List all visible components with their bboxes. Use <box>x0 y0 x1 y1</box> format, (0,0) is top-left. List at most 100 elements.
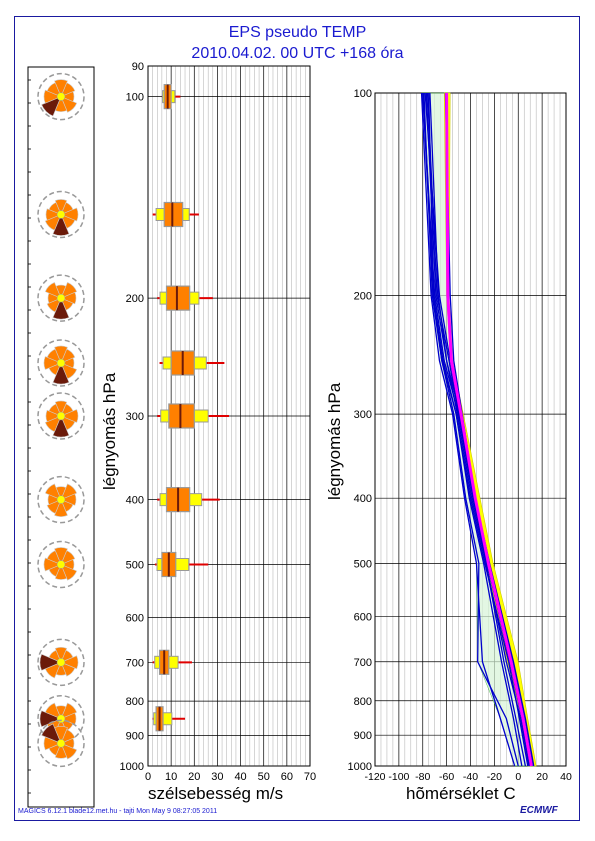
rose-sector <box>54 647 68 664</box>
wind-y-tick: 300 <box>126 411 144 423</box>
temp-member-line <box>420 92 516 767</box>
rose-center <box>56 92 66 101</box>
rose-sector <box>45 208 62 221</box>
temp-y-tick: 600 <box>354 612 372 624</box>
rose-sector <box>52 297 70 320</box>
wind-box <box>157 403 229 429</box>
temp-y-tick: 100 <box>354 88 372 100</box>
temp-y-label: légnyomás hPa <box>325 382 344 500</box>
rose-outline <box>37 540 85 589</box>
rose-sector <box>54 742 68 759</box>
rose-sector <box>60 655 79 670</box>
rose-sector <box>60 563 78 581</box>
rose-center <box>56 358 66 368</box>
wind-box <box>154 551 209 578</box>
rose-center <box>56 495 66 504</box>
rose-sector <box>54 199 68 216</box>
wind-box-inner <box>163 201 184 228</box>
rose-sector <box>60 483 78 501</box>
rose-sector <box>60 348 76 364</box>
figure-frame <box>14 16 580 821</box>
ecmwf-logo: ECMWF <box>520 805 558 816</box>
rose-sector <box>60 550 76 566</box>
temp-x-tick: -40 <box>463 771 478 783</box>
temp-control-line <box>445 92 533 767</box>
rose-sector <box>60 291 77 305</box>
wind-box <box>157 285 213 311</box>
rose-center <box>56 658 66 667</box>
rose-sector <box>54 400 68 417</box>
wind-x-tick: 10 <box>165 771 177 783</box>
rose-sector <box>54 79 68 98</box>
rose-sector <box>46 550 62 566</box>
rose-outline <box>37 339 85 387</box>
rose-sector <box>46 348 62 364</box>
wind-box <box>161 84 181 110</box>
wind-box <box>157 487 220 513</box>
wind-rose <box>37 339 85 387</box>
temp-y-tick: 200 <box>354 291 372 303</box>
rose-sector <box>60 742 78 760</box>
temp-x-tick: 20 <box>536 771 548 783</box>
wind-x-tick: 70 <box>304 771 316 783</box>
temp-y-tick: 500 <box>354 558 372 570</box>
rose-column-frame <box>27 66 95 808</box>
chart-title: EPS pseudo TEMP <box>228 24 367 41</box>
wind-rose <box>37 540 85 589</box>
temp-x-tick: -100 <box>388 771 409 783</box>
rose-sector <box>54 563 68 580</box>
rose-sector <box>60 282 78 299</box>
wind-y-tick: 100 <box>126 92 144 104</box>
wind-y-label: légnyomás hPa <box>100 372 119 490</box>
temp-x-tick: -80 <box>415 771 430 783</box>
rose-sector <box>43 356 62 370</box>
rose-sector <box>44 415 62 433</box>
temp-member-line <box>422 92 523 767</box>
wind-box-inner <box>165 285 191 311</box>
wind-y-tick: 700 <box>126 657 144 669</box>
rose-sector <box>44 282 62 299</box>
temp-x-tick: -20 <box>487 771 502 783</box>
rose-sector <box>52 415 70 438</box>
wind-x-tick: 50 <box>258 771 270 783</box>
rose-sector <box>39 710 62 728</box>
wind-x-tick: 40 <box>234 771 246 783</box>
wind-box <box>152 706 186 732</box>
rose-center <box>56 714 66 724</box>
rose-outline <box>37 392 85 440</box>
temp-y-tick: 400 <box>354 493 372 505</box>
wind-y-tick: 400 <box>126 495 144 507</box>
rose-sector <box>43 557 62 572</box>
temp-x-tick: -120 <box>364 771 385 783</box>
rose-outline <box>37 72 85 121</box>
wind-rose <box>37 719 85 768</box>
wind-box <box>159 350 225 376</box>
temp-x-tick: -60 <box>439 771 454 783</box>
wind-y-tick: 1000 <box>120 761 144 773</box>
wind-rose <box>37 190 85 239</box>
wind-x-tick: 30 <box>211 771 223 783</box>
rose-sector <box>54 547 68 566</box>
rose-sector <box>54 498 68 517</box>
temp-y-tick: 300 <box>354 409 372 421</box>
rose-center <box>56 739 66 748</box>
wind-box <box>152 201 199 228</box>
wind-box <box>152 649 192 675</box>
rose-sector <box>60 207 79 222</box>
rose-sector <box>54 345 68 364</box>
rose-sector <box>60 409 79 423</box>
temp-y-tick: 1000 <box>348 761 372 773</box>
wind-x-tick: 20 <box>188 771 200 783</box>
wind-x-tick: 60 <box>281 771 293 783</box>
rose-sector <box>60 82 76 98</box>
wind-rose <box>37 392 85 440</box>
rose-sector <box>60 702 78 720</box>
rose-sector <box>45 409 62 423</box>
footer-credit: MAGICS 6.12.1 blade12.met.hu - tajti Mon… <box>18 808 218 815</box>
wind-y-tick: 90 <box>132 61 144 73</box>
chart-subtitle: 2010.04.02. 00 UTC +168 óra <box>191 45 404 62</box>
rose-outline <box>37 274 85 322</box>
rose-sector <box>46 297 62 313</box>
rose-sector <box>60 729 76 744</box>
